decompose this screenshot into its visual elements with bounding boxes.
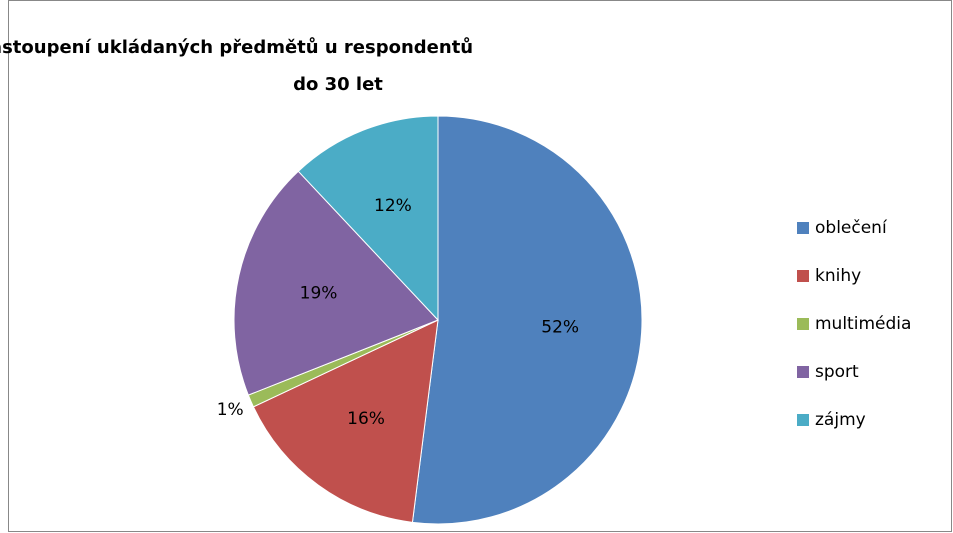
data-label: 1%	[217, 400, 244, 420]
data-label: 12%	[374, 196, 412, 216]
legend-swatch	[797, 222, 809, 234]
legend-label: sport	[815, 362, 859, 382]
legend-swatch	[797, 318, 809, 330]
pie-slice	[411, 115, 643, 525]
legend-label: knihy	[815, 266, 861, 286]
legend-label: oblečení	[815, 218, 888, 238]
data-label: 16%	[347, 409, 385, 429]
legend-swatch	[797, 366, 809, 378]
chart-title: do 30 let	[293, 74, 383, 95]
pie-slice	[297, 115, 439, 322]
legend-swatch	[797, 414, 809, 426]
pie-slice	[252, 319, 439, 523]
legend-swatch	[797, 270, 809, 282]
data-label: 52%	[541, 318, 579, 338]
legend-label: multimédia	[815, 314, 911, 334]
chart-title: Zastoupení ukládaných předmětů u respond…	[0, 36, 473, 58]
legend-label: zájmy	[815, 410, 866, 430]
pie-slice	[233, 170, 439, 396]
data-label: 19%	[300, 283, 338, 303]
